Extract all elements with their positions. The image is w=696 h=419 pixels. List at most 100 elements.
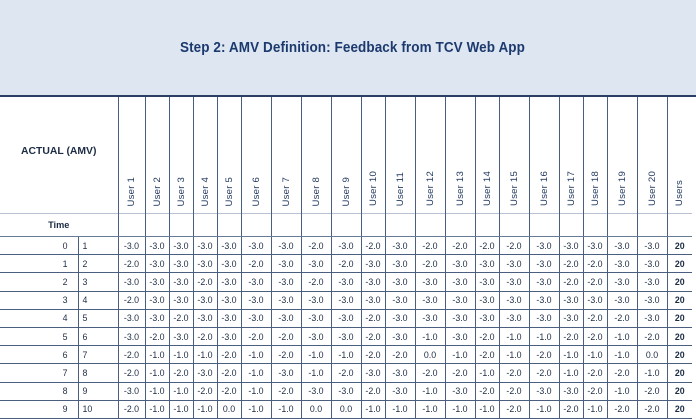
user-column-label: User 12 (424, 171, 436, 206)
user-value-cell: -3.0 (528, 272, 559, 292)
time-row-cell (144, 213, 169, 237)
user-value-cell: -3.0 (606, 254, 637, 274)
time-row-cell (582, 213, 607, 237)
user-value-cell: -3.0 (474, 309, 499, 328)
user-value-cell: -2.0 (192, 272, 217, 292)
user-value-cell: -3.0 (558, 382, 583, 401)
user-column-header: User 8 (300, 97, 331, 214)
user-value-cell: -2.0 (360, 327, 385, 347)
user-value-cell: -2.0 (192, 382, 217, 401)
user-value-cell: -3.0 (498, 309, 529, 328)
user-value-cell: -2.0 (240, 327, 271, 347)
user-value-cell: -1.0 (606, 345, 637, 365)
actual-amv-cell: 0 (0, 236, 78, 256)
user-value-cell: -3.0 (444, 382, 475, 401)
user-column-header: User 6 (240, 97, 271, 214)
user-value-cell: -2.0 (270, 327, 301, 347)
user-value-cell: -3.0 (216, 327, 241, 347)
user-value-cell: -2.0 (360, 382, 385, 401)
user-value-cell: -2.0 (117, 345, 145, 365)
users-count-cell: 20 (666, 363, 692, 383)
user-column-header: User 1 (117, 97, 145, 214)
user-value-cell: -3.0 (528, 309, 559, 328)
user-value-cell: -3.0 (360, 363, 385, 383)
user-value-cell: -3.0 (117, 236, 145, 256)
user-value-cell: -2.0 (444, 363, 475, 383)
user-value-cell: -3.0 (240, 236, 271, 256)
time-row-cell (636, 213, 667, 237)
user-value-cell: -1.0 (240, 382, 271, 401)
actual-amv-cell: 1 (0, 254, 78, 274)
user-column-label: Users (674, 179, 686, 206)
user-column-label: User 8 (310, 176, 322, 206)
user-value-cell: -3.0 (606, 291, 637, 310)
time-row-cell (606, 213, 637, 237)
user-column-label: User 14 (481, 171, 493, 206)
user-value-cell: -2.0 (117, 363, 145, 383)
time-row-cell (360, 213, 385, 237)
user-value-cell: -3.0 (168, 236, 193, 256)
user-value-cell: -3.0 (636, 309, 667, 328)
user-value-cell: -1.0 (192, 400, 217, 419)
time-row-cell (474, 213, 499, 237)
user-value-cell: -2.0 (270, 345, 301, 365)
user-value-cell: -1.0 (270, 400, 301, 419)
user-value-cell: -2.0 (300, 236, 331, 256)
user-column-label: User 7 (280, 176, 292, 206)
user-column-header: User 12 (414, 97, 445, 214)
time-row: Time (0, 213, 692, 237)
user-value-cell: -3.0 (300, 382, 331, 401)
user-value-cell: -3.0 (444, 254, 475, 274)
time-row-cell (444, 213, 475, 237)
user-value-cell: -3.0 (330, 327, 361, 347)
user-value-cell: -3.0 (117, 382, 145, 401)
user-value-cell: -3.0 (192, 309, 217, 328)
table-row: 1 2 -2.0 -3.0 -3.0 -3.0 -3.0 -2.0 -3.0 -3.0 -2.0 -3… (0, 254, 692, 274)
user-column-label: User 6 (250, 176, 262, 206)
user-value-cell: -2.0 (117, 291, 145, 310)
users-count-cell: 20 (666, 236, 692, 256)
user-value-cell: -2.0 (582, 363, 607, 383)
user-value-cell: -2.0 (414, 254, 445, 274)
user-value-cell: -2.0 (192, 327, 217, 347)
user-value-cell: -3.0 (300, 291, 331, 310)
user-value-cell: -1.0 (144, 363, 169, 383)
user-value-cell: -3.0 (300, 309, 331, 328)
table-row: 3 4 -2.0 -3.0 -3.0 -3.0 -3.0 -3.0 -3.0 -3.0 -3.0 -3… (0, 291, 692, 310)
user-value-cell: -3.0 (606, 272, 637, 292)
user-value-cell: -3.0 (384, 309, 415, 328)
user-value-cell: -2.0 (498, 400, 529, 419)
user-value-cell: -3.0 (168, 291, 193, 310)
user-value-cell: -2.0 (582, 327, 607, 347)
user-value-cell: -3.0 (384, 363, 415, 383)
user-value-cell: -3.0 (270, 254, 301, 274)
user-value-cell: -2.0 (498, 382, 529, 401)
table-row: 8 9 -3.0 -1.0 -1.0 -2.0 -2.0 -1.0 -2.0 -3.0 -3.0 -2… (0, 382, 692, 401)
user-value-cell: -3.0 (144, 236, 169, 256)
user-value-cell: -2.0 (240, 254, 271, 274)
user-value-cell: -3.0 (636, 236, 667, 256)
time-row-cell (117, 213, 145, 237)
user-value-cell: -1.0 (240, 400, 271, 419)
table-row: 7 8 -2.0 -1.0 -2.0 -3.0 -2.0 -1.0 -3.0 -1.0 -2.0 -3… (0, 363, 692, 383)
user-value-cell: -3.0 (168, 327, 193, 347)
user-value-cell: -3.0 (270, 272, 301, 292)
user-column-header: User 5 (216, 97, 241, 214)
user-value-cell: -3.0 (330, 309, 361, 328)
actual-amv-cell: 8 (0, 382, 78, 401)
user-column-label: User 1 (126, 176, 137, 206)
user-value-cell: -3.0 (192, 236, 217, 256)
user-value-cell: -3.0 (558, 236, 583, 256)
user-column-label: User 19 (616, 171, 628, 206)
table-row: 0 1 -3.0 -3.0 -3.0 -3.0 -3.0 -3.0 -3.0 -2.0 -3.0 -2… (0, 236, 692, 256)
user-value-cell: 0.0 (414, 345, 445, 365)
user-value-cell: -1.0 (444, 345, 475, 365)
user-value-cell: -3.0 (360, 254, 385, 274)
time-cell: 3 (77, 272, 118, 292)
user-column-header: User 13 (444, 97, 475, 214)
user-value-cell: -3.0 (636, 254, 667, 274)
users-count-cell: 20 (666, 400, 692, 419)
user-value-cell: -1.0 (300, 345, 331, 365)
user-value-cell: -3.0 (270, 291, 301, 310)
user-value-cell: -1.0 (444, 400, 475, 419)
